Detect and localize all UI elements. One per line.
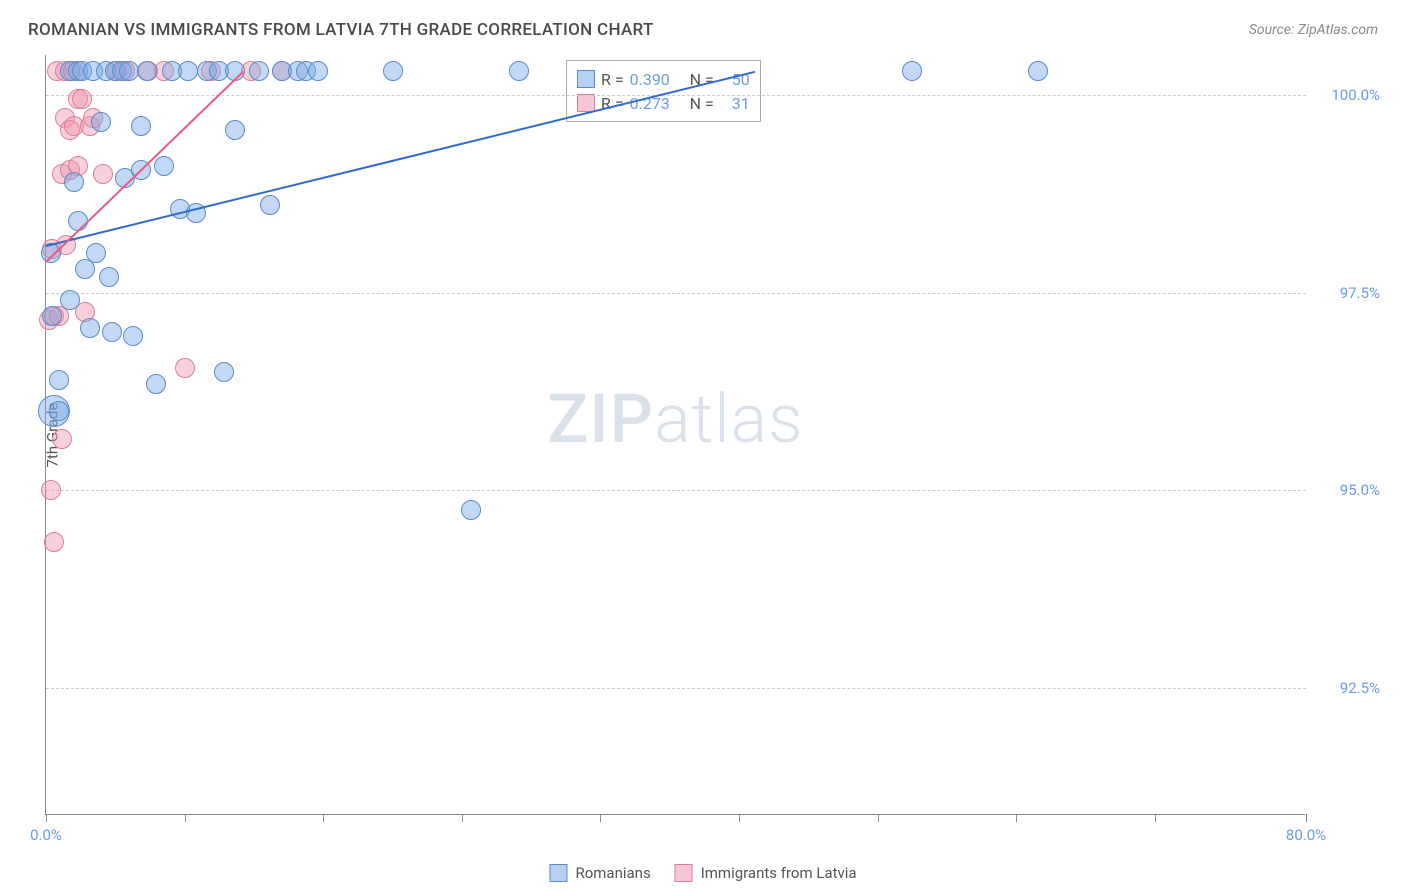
swatch-icon bbox=[577, 70, 595, 88]
data-point bbox=[102, 322, 122, 342]
data-point bbox=[86, 243, 106, 263]
xtick bbox=[323, 814, 324, 822]
xtick bbox=[1306, 814, 1307, 822]
data-point bbox=[214, 362, 234, 382]
xtick bbox=[185, 814, 186, 822]
data-point bbox=[80, 318, 100, 338]
data-point bbox=[93, 164, 113, 184]
xtick bbox=[1016, 814, 1017, 822]
watermark: ZIPatlas bbox=[547, 379, 803, 459]
data-point bbox=[91, 112, 111, 132]
data-point bbox=[461, 500, 481, 520]
data-point bbox=[175, 358, 195, 378]
data-point bbox=[72, 89, 92, 109]
ytick-label: 100.0% bbox=[1331, 86, 1380, 104]
data-point bbox=[49, 370, 69, 390]
data-point bbox=[131, 116, 151, 136]
gridline bbox=[46, 95, 1306, 96]
source-label: Source: ZipAtlas.com bbox=[1249, 22, 1378, 38]
legend-item-latvia: Immigrants from Latvia bbox=[675, 864, 857, 882]
gridline bbox=[46, 688, 1306, 689]
data-point bbox=[42, 306, 62, 326]
xtick bbox=[600, 814, 601, 822]
data-point bbox=[1028, 61, 1048, 81]
r-value: 0.390 bbox=[630, 70, 684, 89]
data-point bbox=[99, 267, 119, 287]
plot-area: ZIPatlas R =0.390N =50R =0.273N =31 92.5… bbox=[45, 55, 1305, 815]
xtick bbox=[878, 814, 879, 822]
data-point bbox=[509, 61, 529, 81]
n-value: 31 bbox=[720, 94, 750, 113]
data-point bbox=[41, 480, 61, 500]
ytick-label: 97.5% bbox=[1340, 284, 1380, 302]
legend-label: Romanians bbox=[575, 864, 650, 882]
ytick-label: 95.0% bbox=[1340, 481, 1380, 499]
xtick bbox=[462, 814, 463, 822]
swatch-icon bbox=[577, 94, 595, 112]
xtick bbox=[739, 814, 740, 822]
swatch-pink-icon bbox=[675, 864, 693, 882]
data-point bbox=[249, 61, 269, 81]
ytick-label: 92.5% bbox=[1340, 679, 1380, 697]
data-point bbox=[41, 243, 61, 263]
series-legend: Romanians Immigrants from Latvia bbox=[549, 864, 856, 882]
data-point bbox=[137, 61, 157, 81]
data-point bbox=[308, 61, 328, 81]
xtick-label: 80.0% bbox=[1286, 826, 1326, 844]
data-point bbox=[225, 120, 245, 140]
legend-label: Immigrants from Latvia bbox=[701, 864, 857, 882]
gridline bbox=[46, 490, 1306, 491]
xtick bbox=[46, 814, 47, 822]
data-point bbox=[902, 61, 922, 81]
data-point bbox=[178, 61, 198, 81]
n-label: N = bbox=[690, 94, 714, 113]
data-point bbox=[64, 172, 84, 192]
legend-item-romanians: Romanians bbox=[549, 864, 650, 882]
data-point bbox=[49, 401, 69, 421]
chart-container: 7th Grade ZIPatlas R =0.390N =50R =0.273… bbox=[45, 55, 1385, 815]
data-point bbox=[123, 326, 143, 346]
xtick bbox=[1155, 814, 1156, 822]
data-point bbox=[260, 195, 280, 215]
data-point bbox=[154, 156, 174, 176]
data-point bbox=[52, 429, 72, 449]
data-point bbox=[146, 374, 166, 394]
data-point bbox=[60, 290, 80, 310]
correlation-legend: R =0.390N =50R =0.273N =31 bbox=[566, 60, 761, 122]
xtick-label: 0.0% bbox=[30, 826, 62, 844]
chart-title: ROMANIAN VS IMMIGRANTS FROM LATVIA 7TH G… bbox=[28, 20, 654, 40]
data-point bbox=[383, 61, 403, 81]
swatch-blue-icon bbox=[549, 864, 567, 882]
gridline bbox=[46, 293, 1306, 294]
data-point bbox=[44, 532, 64, 552]
r-label: R = bbox=[601, 70, 624, 89]
